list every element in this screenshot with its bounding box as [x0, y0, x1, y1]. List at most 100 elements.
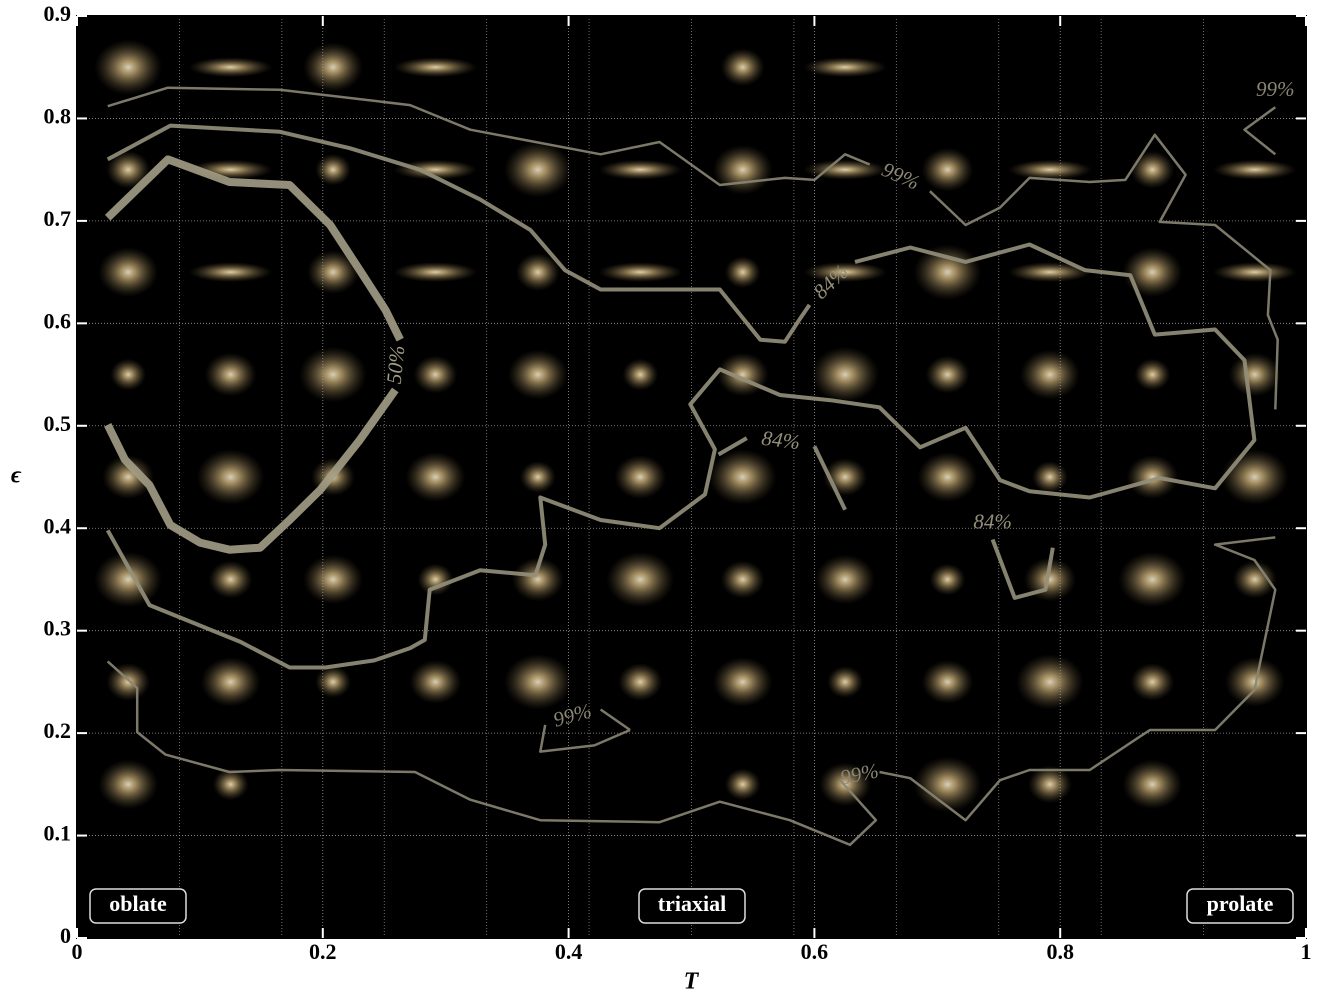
- galaxy-image: [1031, 461, 1068, 493]
- frame: [76, 15, 1307, 939]
- galaxy-image: [921, 659, 974, 704]
- galaxy-image: [913, 244, 982, 301]
- galaxy-image: [1122, 759, 1183, 810]
- galaxy-image: [1212, 159, 1297, 180]
- galaxy-image: [515, 253, 560, 292]
- galaxy-image: [598, 159, 683, 180]
- y-tick-label: 0.6: [44, 308, 72, 333]
- galaxy-image: [712, 656, 773, 707]
- galaxy-image: [720, 48, 765, 87]
- galaxy-image: [106, 150, 151, 189]
- galaxy-image: [803, 57, 888, 78]
- galaxy-image: [188, 262, 273, 283]
- x-tick-label: 1: [1301, 939, 1312, 964]
- galaxy-image: [511, 557, 564, 602]
- y-tick-label: 0.1: [44, 821, 72, 846]
- galaxy-image: [720, 560, 765, 599]
- y-tick-label: 0: [60, 923, 71, 948]
- galaxy-image: [827, 665, 864, 698]
- y-axis-label: ϵ: [11, 463, 22, 489]
- y-tick-label: 0.3: [44, 616, 72, 641]
- annotation: prolate: [1186, 888, 1294, 924]
- galaxy-image: [200, 656, 261, 707]
- region-label: triaxial: [658, 891, 726, 916]
- contour-line: [107, 86, 1279, 410]
- y-tick-label: 0.7: [44, 206, 72, 231]
- galaxy-image: [110, 358, 147, 391]
- galaxy-image: [724, 256, 761, 289]
- galaxy-image: [724, 768, 761, 801]
- galaxy-image: [917, 452, 978, 502]
- galaxy-image: [1134, 358, 1171, 391]
- galaxy-image: [503, 653, 572, 710]
- galaxy-image: [393, 262, 478, 283]
- contour-line: [1243, 106, 1277, 156]
- galaxy-image: [303, 42, 364, 93]
- galaxy-image: [519, 461, 556, 493]
- galaxy-image: [393, 57, 478, 78]
- galaxy-image: [921, 147, 974, 192]
- galaxy-image: [1122, 247, 1183, 298]
- y-tick-label: 0.2: [44, 718, 72, 743]
- galaxy-image: [196, 449, 265, 505]
- galaxy-image: [94, 39, 163, 96]
- x-tick-label: 0.6: [801, 939, 829, 964]
- y-tick-label: 0.9: [44, 1, 72, 26]
- galaxy-image: [405, 452, 466, 502]
- galaxy-image: [315, 665, 352, 698]
- contour-label: 50%: [382, 344, 410, 385]
- annotation: oblate: [89, 888, 187, 924]
- contour-line: [104, 155, 404, 554]
- galaxy-image: [315, 153, 352, 186]
- galaxy-image: [913, 756, 982, 813]
- galaxy-image: [102, 455, 155, 499]
- galaxy-image: [1228, 352, 1281, 397]
- galaxy-image: [712, 144, 773, 195]
- x-axis-label: T: [684, 969, 700, 994]
- contour-line: [717, 436, 847, 511]
- galaxy-image: [1118, 551, 1187, 608]
- galaxy-image: [188, 57, 273, 78]
- y-tick-label: 0.4: [44, 513, 72, 538]
- galaxy-image: [1007, 262, 1092, 283]
- galaxy-image: [614, 455, 667, 499]
- contour-label: 99%: [1256, 77, 1295, 101]
- galaxy-image: [1224, 656, 1285, 707]
- x-tick-label: 0.8: [1046, 939, 1074, 964]
- galaxy-image: [98, 759, 159, 810]
- galaxy-image: [1019, 349, 1080, 400]
- contour-label: 84%: [973, 509, 1012, 533]
- galaxy-image: [1212, 262, 1297, 283]
- galaxy-image: [716, 352, 769, 397]
- galaxy-image: [1126, 455, 1179, 499]
- galaxy-image: [929, 563, 966, 596]
- galaxy-image: [708, 449, 777, 505]
- galaxy-image: [1232, 560, 1277, 599]
- galaxy-image: [618, 662, 663, 701]
- galaxy-image: [307, 250, 360, 295]
- galaxy-image: [208, 560, 253, 599]
- galaxy-image: [598, 262, 683, 283]
- galaxy-image: [1130, 662, 1175, 701]
- contour-line: [105, 123, 1257, 670]
- galaxy-image: [417, 563, 454, 596]
- galaxy-image: [106, 662, 151, 701]
- galaxy-image: [622, 358, 659, 391]
- x-tick-label: 0: [72, 939, 83, 964]
- galaxy-image: [413, 355, 458, 394]
- x-tick-label: 0.4: [555, 939, 583, 964]
- y-tick-label: 0.5: [44, 411, 72, 436]
- galaxy-image: [409, 659, 462, 704]
- contour-line: [539, 708, 631, 753]
- annotation: triaxial: [638, 888, 746, 924]
- galaxy-image: [925, 355, 970, 394]
- region-label: prolate: [1207, 891, 1274, 916]
- galaxy-image: [811, 346, 880, 403]
- contour-line: [106, 536, 1277, 847]
- galaxy-image: [303, 554, 364, 605]
- region-label: oblate: [109, 891, 167, 916]
- galaxy-image: [299, 346, 368, 403]
- y-tick-label: 0.8: [44, 103, 72, 128]
- galaxy-image: [606, 551, 675, 608]
